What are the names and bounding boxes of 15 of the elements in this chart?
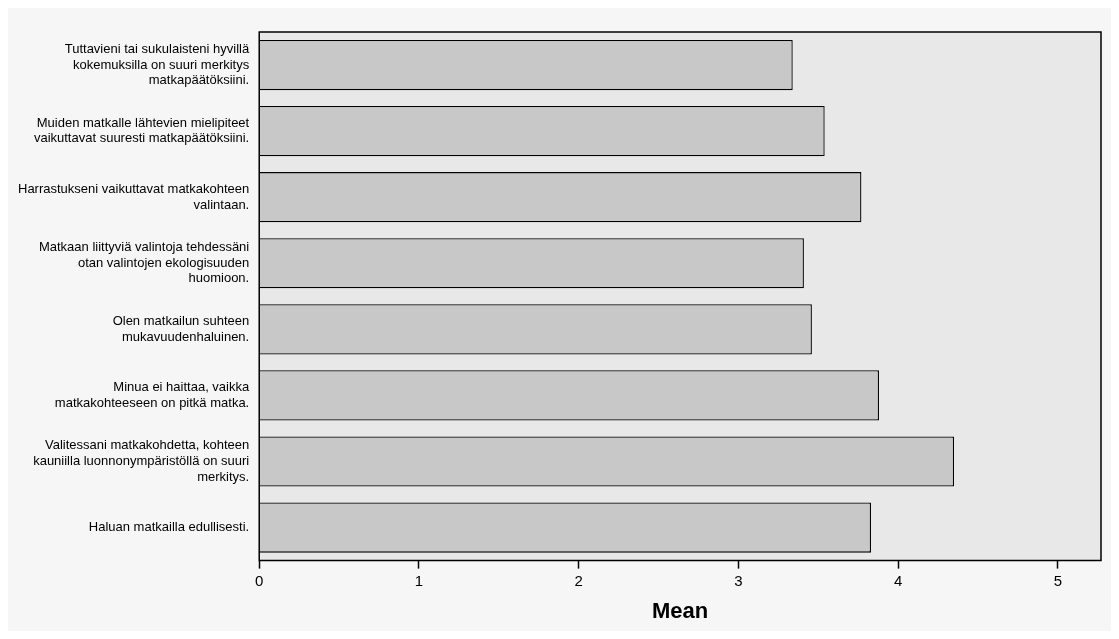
- x-tick-label: 5: [1053, 571, 1063, 589]
- x-tick-label: 2: [574, 571, 583, 589]
- y-tick-label: Haluan matkailla edullisesti.: [88, 519, 250, 535]
- y-tick-label: Valitessani matkakohdetta, kohteen kauniilla luonnonympäristöllä on suuri merkitys.: [33, 437, 250, 484]
- x-tick-label: 3: [734, 571, 743, 589]
- x-tick-label: 1: [414, 571, 424, 589]
- y-tick-label: Muiden matkalle lähtevien mielipiteet vaikuttavat suuresti matkapäätöksiini.: [33, 114, 250, 146]
- x-tick-label: 4: [893, 571, 903, 589]
- y-tick-label: Olen matkailun suhteen mukavuudenhaluinen.: [112, 313, 250, 344]
- y-tick-label: Harrastukseni vaikuttavat matkakohteen valintaan.: [17, 180, 250, 212]
- x-axis-title: Mean: [651, 597, 709, 623]
- y-tick-label: Tuttavieni tai sukulaisteni hyvillä kokemuksilla on suuri merkitys matkapäätöksiini.: [64, 41, 250, 88]
- y-tick-label: Minua ei haittaa, vaikka matkakohteeseen on pitkä matka.: [54, 379, 250, 410]
- x-tick-label: 0: [255, 571, 264, 589]
- y-tick-label: Matkaan liittyviä valintoja tehdessäni otan valintojen ekologisuuden huomioon.: [38, 239, 250, 286]
